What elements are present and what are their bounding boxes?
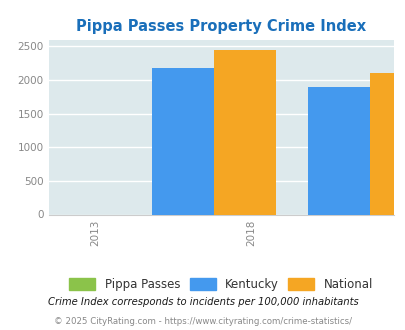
Text: © 2025 CityRating.com - https://www.cityrating.com/crime-statistics/: © 2025 CityRating.com - https://www.city… [54, 317, 351, 326]
Bar [214, 50, 276, 214]
Legend: Pippa Passes, Kentucky, National: Pippa Passes, Kentucky, National [64, 273, 377, 295]
Bar [307, 87, 369, 214]
Bar [152, 68, 214, 214]
Bar [369, 73, 405, 214]
Title: Pippa Passes Property Crime Index: Pippa Passes Property Crime Index [76, 19, 365, 34]
Text: Crime Index corresponds to incidents per 100,000 inhabitants: Crime Index corresponds to incidents per… [47, 297, 358, 307]
